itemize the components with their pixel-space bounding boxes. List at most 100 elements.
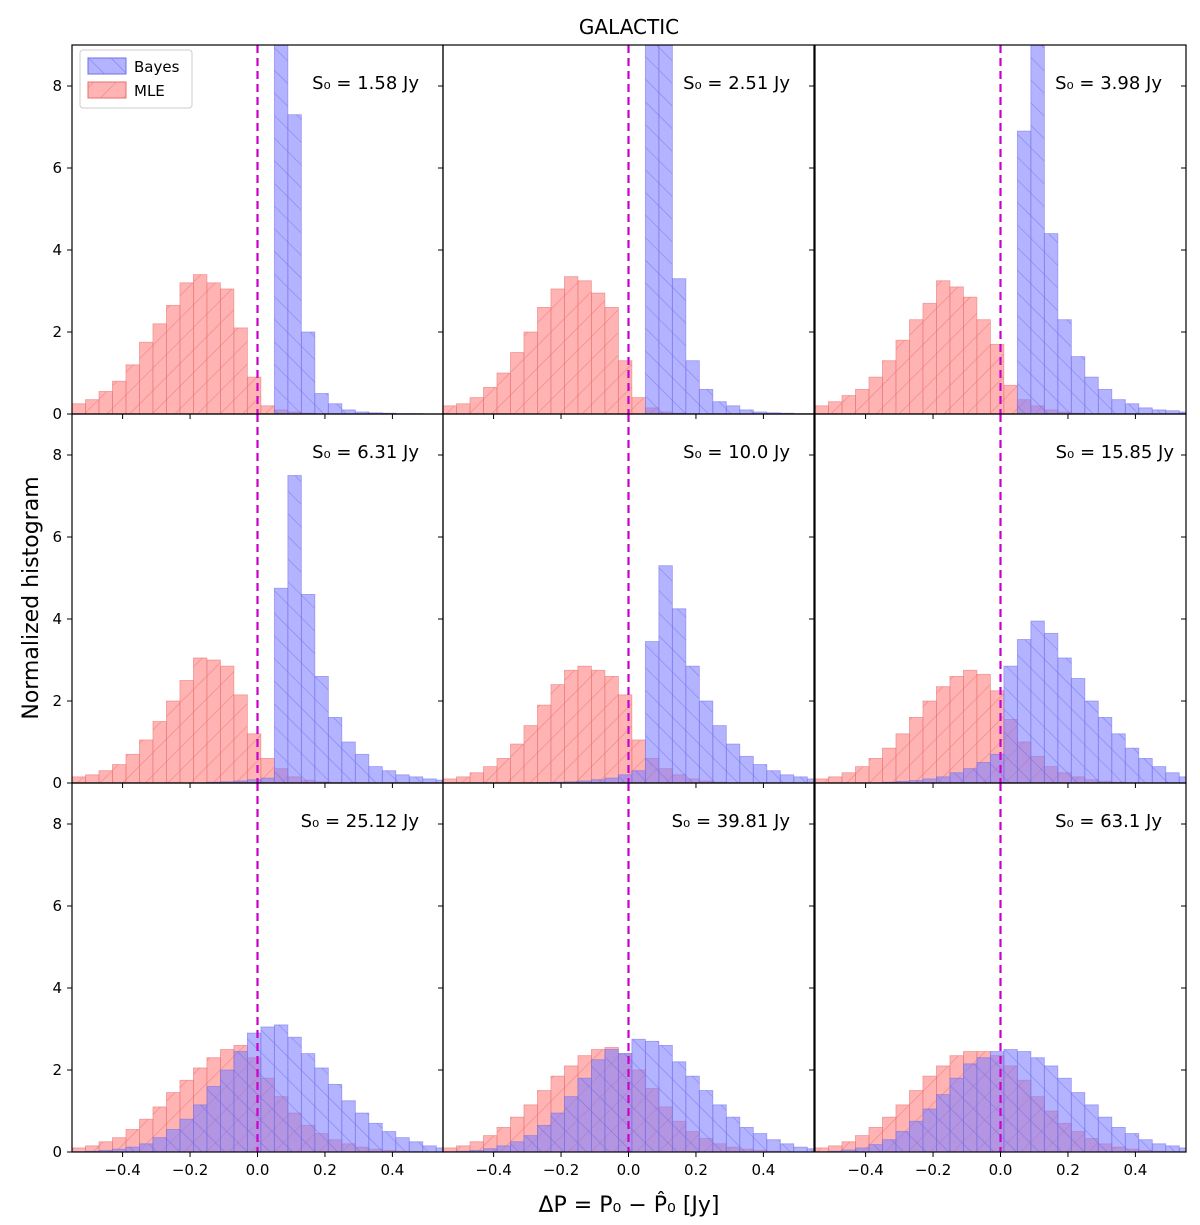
mle-bar	[895, 339, 910, 414]
y-tick-label: 6	[52, 159, 62, 177]
mle-bar	[193, 657, 208, 783]
bayes-bar	[287, 114, 302, 414]
mle-bar	[564, 669, 579, 783]
mle-bar	[139, 341, 154, 414]
mle-bar	[496, 372, 511, 414]
bayes-bar	[685, 665, 700, 783]
mle-bar	[523, 725, 538, 783]
bayes-bar	[779, 774, 795, 783]
mle-bar	[922, 700, 937, 783]
mle-bar	[456, 776, 471, 783]
bayes-bar	[1124, 747, 1140, 783]
bayes-bar	[989, 753, 1005, 783]
bayes-bar	[341, 409, 356, 414]
bayes-bar	[922, 778, 937, 783]
mle-bar	[949, 676, 964, 783]
bayes-bar	[1124, 1133, 1140, 1152]
panel-bars	[72, 1024, 443, 1152]
mle-bar	[828, 776, 843, 783]
bayes-bar	[260, 1026, 275, 1152]
panel-bars	[443, 45, 814, 414]
y-tick-label: 0	[52, 1143, 62, 1161]
bayes-bar	[685, 360, 700, 414]
bayes-bar	[435, 779, 443, 783]
bayes-bar	[1016, 1051, 1032, 1152]
bayes-bar	[327, 403, 343, 414]
bayes-bar	[936, 776, 951, 783]
bayes-bar	[1151, 766, 1167, 783]
mle-bar	[125, 753, 140, 783]
bayes-bar	[1043, 233, 1059, 414]
bayes-bar	[273, 45, 289, 414]
bayes-series	[644, 45, 814, 414]
mle-series	[72, 274, 316, 414]
bayes-bar	[233, 1051, 248, 1152]
bayes-bar	[671, 278, 687, 414]
legend: Bayes MLE	[79, 49, 193, 109]
bayes-bar	[166, 1129, 181, 1152]
bayes-bar	[989, 1051, 1005, 1152]
bayes-bar	[895, 1131, 910, 1152]
bayes-bar	[1097, 717, 1113, 783]
x-tick-label: −0.4	[847, 1161, 883, 1179]
y-tick-label: 6	[52, 528, 62, 546]
mle-bar	[855, 766, 870, 783]
bayes-bar	[408, 776, 424, 783]
bayes-bar	[125, 1146, 140, 1152]
mle-bar	[922, 302, 937, 414]
y-tick-label: 8	[52, 815, 62, 833]
bayes-bar	[1124, 403, 1140, 414]
mle-bar	[617, 360, 633, 414]
bayes-bar	[260, 777, 275, 783]
bayes-bar	[1003, 665, 1018, 783]
bayes-bar	[314, 393, 329, 414]
mle-bar	[166, 700, 181, 783]
mle-bar	[443, 778, 457, 783]
panel-grid: 0 2 4 6 8 S₀ = 1.58 Jy S₀ = 2.51 Jy S₀ = 3.98 J…	[52, 44, 1187, 1179]
bayes-bar	[422, 778, 437, 783]
mle-bar	[537, 306, 552, 414]
mle-bar	[483, 386, 498, 414]
bayes-bar	[631, 770, 646, 783]
mle-bar	[233, 694, 248, 783]
mle-bar	[85, 774, 100, 783]
bayes-bar	[793, 776, 808, 783]
bayes-series	[206, 475, 443, 783]
mle-bar	[206, 659, 221, 783]
bayes-bar	[631, 1038, 646, 1152]
bayes-bar	[604, 1049, 619, 1152]
mle-bar	[260, 405, 275, 414]
bayes-bar	[408, 1141, 424, 1152]
bayes-bar	[179, 1118, 194, 1152]
bayes-bar	[1084, 700, 1099, 783]
mle-bar	[591, 292, 606, 414]
bayes-bar	[1070, 356, 1086, 414]
panel-7: 0 2 4 6 8 −0.4 −0.2 0.0 0.2 0.4 S₀ = 25.12 Jy	[52, 782, 444, 1179]
bayes-bar	[537, 1124, 552, 1152]
panel-label: S₀ = 25.12 Jy	[301, 811, 420, 832]
bayes-bar	[1138, 1139, 1153, 1152]
mle-bar	[577, 280, 592, 414]
mle-bar	[510, 352, 525, 414]
bayes-bar	[658, 1045, 673, 1152]
x-tick-label: −0.4	[475, 1161, 511, 1179]
bayes-bar	[368, 1122, 383, 1152]
panel-8: −0.4 −0.2 0.0 0.2 0.4 S₀ = 39.81 Jy	[438, 782, 815, 1179]
panel-bars	[815, 45, 1186, 414]
panel-label: S₀ = 63.1 Jy	[1055, 811, 1162, 832]
x-tick-label: 0.0	[989, 1161, 1013, 1179]
mle-bar	[550, 684, 565, 783]
mle-bar	[604, 676, 619, 783]
x-tick-label: −0.2	[915, 1161, 951, 1179]
bayes-series	[273, 45, 424, 414]
bayes-bar	[1016, 130, 1032, 414]
mle-bar	[219, 665, 235, 783]
bayes-bar	[712, 1104, 727, 1152]
x-tick-label: 0.0	[246, 1161, 270, 1179]
y-tick-label: 8	[52, 77, 62, 95]
bayes-bar	[739, 1127, 754, 1152]
mle-bar	[895, 733, 910, 783]
bayes-bar	[779, 1143, 795, 1152]
bayes-bar	[1030, 620, 1045, 783]
mle-bar	[591, 669, 606, 783]
